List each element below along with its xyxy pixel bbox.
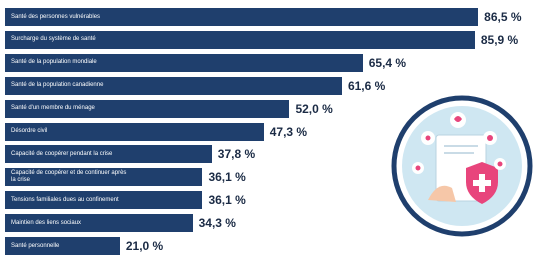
bar-label: Santé personnelle	[5, 243, 59, 250]
bar-label: Tensions familiales dues au confinement	[5, 197, 119, 204]
value-label: 61,6 %	[348, 77, 385, 95]
value-label: 52,0 %	[295, 100, 332, 118]
bar-label: Surcharge du système de santé	[5, 36, 96, 43]
bar: Tensions familiales dues au confinement	[5, 191, 202, 209]
bar: Santé personnelle	[5, 237, 120, 255]
bar: Surcharge du système de santé	[5, 31, 475, 49]
bar-label: Santé d'un membre du ménage	[5, 105, 95, 112]
bar: Capacité de coopérer pendant la crise	[5, 145, 212, 163]
value-label: 34,3 %	[199, 214, 236, 232]
value-label: 86,5 %	[484, 8, 521, 26]
bar-label: Santé de la population mondiale	[5, 59, 97, 66]
value-label: 37,8 %	[218, 145, 255, 163]
value-label: 36,1 %	[208, 168, 245, 186]
chart: Santé des personnes vulnérables 86,5 % Sur…	[0, 0, 537, 258]
bar-label: Capacité de coopérer et de continuer apr…	[5, 170, 131, 184]
value-label: 21,0 %	[126, 237, 163, 255]
bar: Désordre civil	[5, 123, 264, 141]
bar: Santé de la population mondiale	[5, 54, 363, 72]
bar: Capacité de coopérer et de continuer apr…	[5, 168, 202, 186]
value-label: 65,4 %	[369, 54, 406, 72]
illustration	[388, 90, 534, 240]
bar: Santé de la population canadienne	[5, 77, 342, 95]
value-label: 47,3 %	[270, 123, 307, 141]
bar-label: Santé des personnes vulnérables	[5, 14, 100, 21]
value-label: 85,9 %	[481, 31, 518, 49]
bar: Santé des personnes vulnérables	[5, 8, 478, 26]
bar: Santé d'un membre du ménage	[5, 100, 289, 118]
bar-label: Maintien des liens sociaux	[5, 220, 81, 227]
value-label: 36,1 %	[208, 191, 245, 209]
bar-label: Désordre civil	[5, 128, 47, 135]
bar-label: Santé de la population canadienne	[5, 82, 103, 89]
bar: Maintien des liens sociaux	[5, 214, 193, 232]
bar-label: Capacité de coopérer pendant la crise	[5, 151, 112, 158]
